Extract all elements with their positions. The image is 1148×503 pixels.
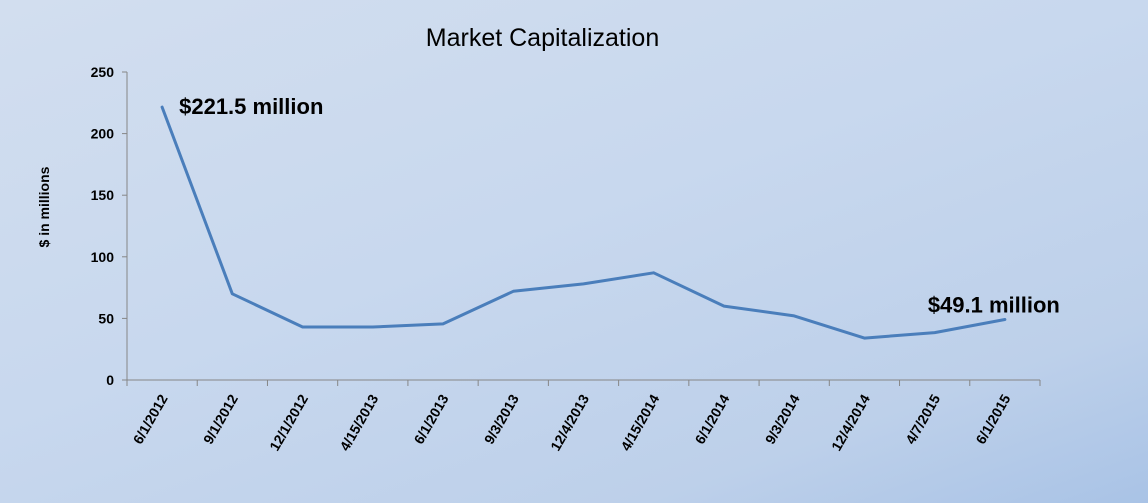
- y-tick-label: 150: [91, 187, 115, 203]
- x-tick-label: 9/1/2012: [200, 391, 241, 446]
- x-tick-label: 9/3/2014: [762, 391, 803, 446]
- x-tick-label: 12/1/2012: [266, 391, 311, 453]
- y-tick-label: 0: [106, 372, 114, 388]
- series-line: [160, 105, 1007, 340]
- x-tick-label: 6/1/2014: [691, 391, 732, 446]
- x-tick-label: 12/4/2014: [828, 391, 873, 453]
- data-annotation: $221.5 million: [179, 94, 323, 119]
- data-annotation: $49.1 million: [928, 293, 1060, 318]
- y-tick-label: 50: [98, 310, 114, 326]
- x-tick-label: 6/1/2013: [411, 391, 452, 446]
- chart-title: Market Capitalization: [425, 24, 660, 52]
- x-tick-label: 4/7/2015: [902, 391, 943, 446]
- x-tick-label: 6/1/2015: [972, 391, 1013, 446]
- x-tick-label: 4/15/2014: [617, 391, 662, 453]
- x-tick-label: 9/3/2013: [481, 391, 522, 446]
- x-tick-label: 12/4/2013: [547, 391, 592, 453]
- x-tick-label: 6/1/2012: [130, 391, 171, 446]
- x-tick-label: 4/15/2013: [336, 391, 381, 453]
- y-tick-label: 100: [91, 249, 115, 265]
- y-tick-label: 250: [91, 64, 115, 80]
- y-tick-label: 200: [91, 126, 115, 142]
